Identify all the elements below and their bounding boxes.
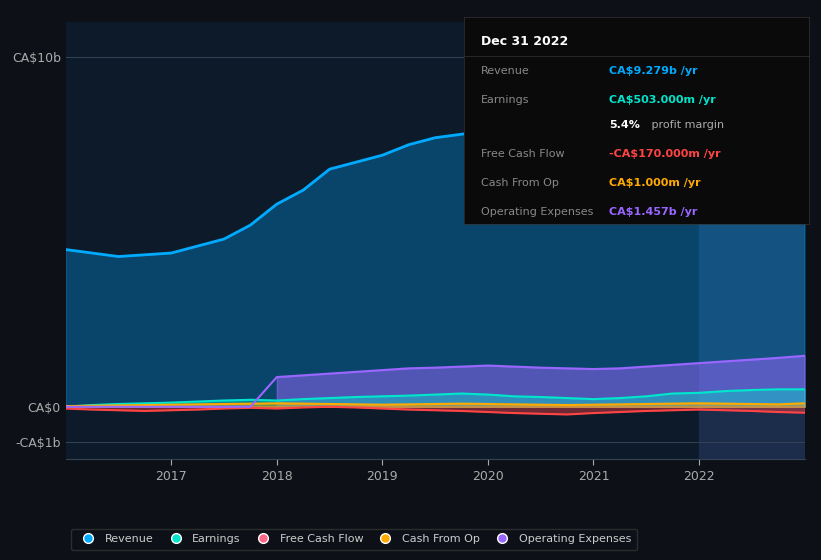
Text: Dec 31 2022: Dec 31 2022 xyxy=(481,35,568,48)
Text: -CA$170.000m /yr: -CA$170.000m /yr xyxy=(608,148,720,158)
Text: Earnings: Earnings xyxy=(481,95,530,105)
Text: CA$1.457b /yr: CA$1.457b /yr xyxy=(608,207,697,217)
Text: Free Cash Flow: Free Cash Flow xyxy=(481,148,565,158)
Text: profit margin: profit margin xyxy=(649,119,724,129)
Text: CA$9.279b /yr: CA$9.279b /yr xyxy=(608,66,697,76)
Text: 5.4%: 5.4% xyxy=(608,119,640,129)
Text: CA$1.000m /yr: CA$1.000m /yr xyxy=(608,178,700,188)
Text: Operating Expenses: Operating Expenses xyxy=(481,207,594,217)
Legend: Revenue, Earnings, Free Cash Flow, Cash From Op, Operating Expenses: Revenue, Earnings, Free Cash Flow, Cash … xyxy=(71,529,637,550)
Text: CA$503.000m /yr: CA$503.000m /yr xyxy=(608,95,715,105)
Text: Revenue: Revenue xyxy=(481,66,530,76)
Bar xyxy=(699,22,821,459)
Text: Cash From Op: Cash From Op xyxy=(481,178,559,188)
